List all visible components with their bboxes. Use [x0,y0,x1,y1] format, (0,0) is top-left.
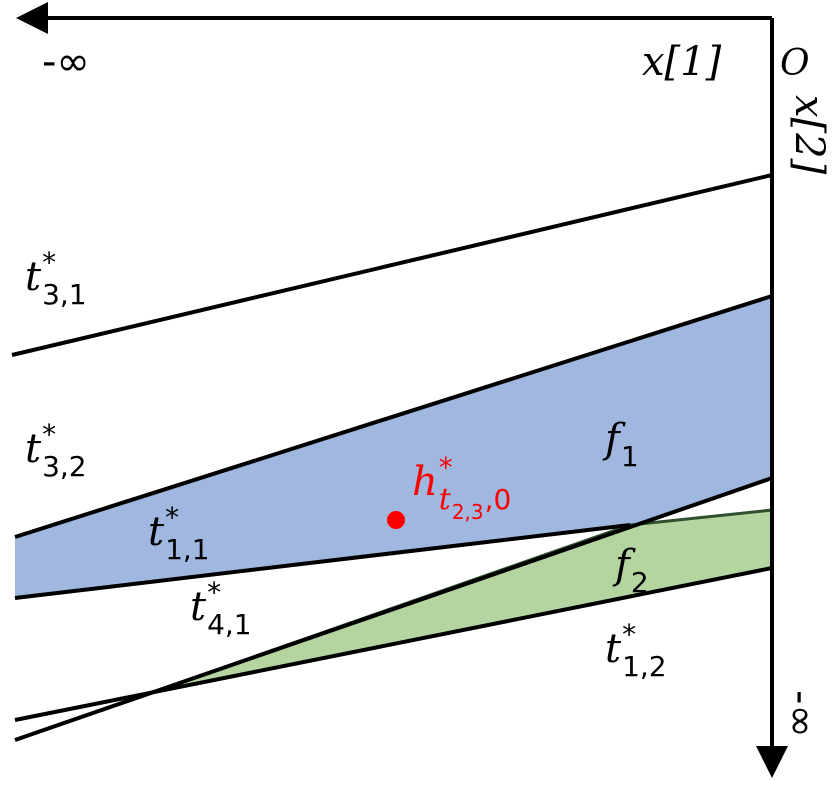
label-base: t [25,426,42,472]
label-sup: * [207,576,221,609]
origin-label: O [780,43,810,84]
label-sup: * [42,246,56,279]
line-t12 [14,566,773,722]
label-sub: 1,2 [622,650,667,683]
label-sub: 1 [621,440,639,473]
label-sub: 1,1 [165,533,210,566]
line-t31 [11,173,773,357]
label-subsub: 2,3 [452,500,484,524]
neg-inf-x2: -∞ [778,690,824,738]
line-t11 [14,523,631,600]
x1-label: x[1] [642,39,722,85]
label-base: t [148,509,165,555]
labels: t *3,1t *3,2t *1,1t *4,1t *1,2f 1f 2h *t 2,3,0 [25,246,667,683]
label-base: t [25,254,42,300]
label-base: t [605,626,622,672]
point-h [387,511,405,529]
label-subtail: ,0 [485,483,512,516]
label-sub: 4,1 [207,608,252,641]
label-sup: * [439,451,453,484]
label-base: t [190,584,207,630]
label-sup: * [622,618,636,651]
line-t32 [14,294,773,539]
label-sub: 2 [631,566,649,599]
label-base: h [412,459,438,505]
label-sub: t [439,482,452,517]
label-sub: 3,1 [42,278,87,311]
neg-inf-x1: -∞ [42,39,90,85]
x2-label: x[2] [786,95,832,175]
label-sup: * [42,418,56,451]
label-sub: 3,2 [42,450,87,483]
label-sup: * [165,501,179,534]
region-f1 [15,296,772,598]
